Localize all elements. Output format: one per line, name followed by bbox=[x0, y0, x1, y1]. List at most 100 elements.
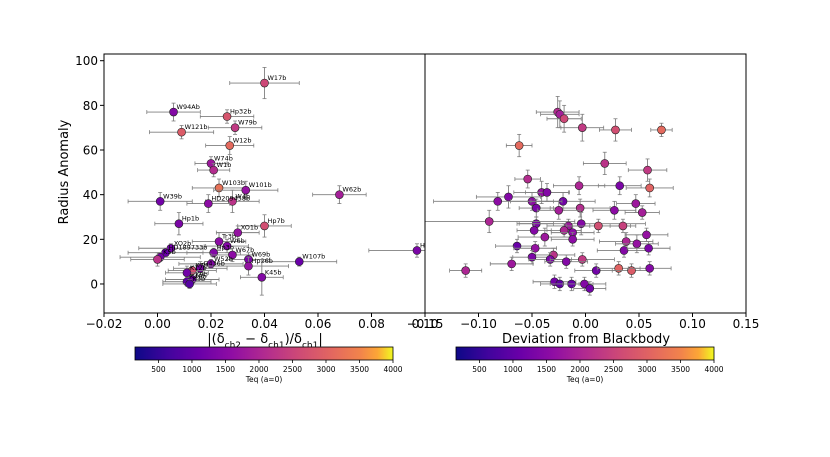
right-marker bbox=[637, 208, 647, 217]
left-marker bbox=[228, 250, 237, 260]
left-xtick-label: 0.08 bbox=[358, 317, 385, 331]
left-marker bbox=[241, 185, 251, 195]
right-axes-frame bbox=[424, 53, 747, 314]
right-marker bbox=[577, 255, 587, 264]
right-data-point bbox=[627, 261, 672, 276]
left-point-label: W6b bbox=[230, 237, 245, 245]
left-point-label: K5b bbox=[163, 248, 176, 256]
left-point-label: W69b bbox=[251, 250, 270, 258]
right-data-point bbox=[536, 200, 581, 220]
left-point-label: Hp1b bbox=[182, 215, 199, 223]
right-marker bbox=[514, 141, 524, 150]
left-colorbar-tick-label: 3000 bbox=[316, 365, 335, 374]
right-colorbar-tick-label: 4000 bbox=[704, 365, 723, 374]
right-data-point bbox=[514, 169, 541, 189]
right-marker bbox=[568, 235, 577, 244]
left-data-point bbox=[130, 252, 185, 267]
right-marker bbox=[610, 205, 619, 215]
left-data-point: W94Ab bbox=[146, 102, 201, 122]
right-xtick-label: −0.10 bbox=[460, 317, 497, 331]
left-point-label: W39b bbox=[163, 192, 182, 200]
left-marker bbox=[244, 261, 253, 271]
left-marker bbox=[222, 112, 232, 121]
right-marker bbox=[559, 114, 569, 124]
right-colorbar-tick-label: 3000 bbox=[637, 365, 656, 374]
right-marker bbox=[644, 243, 653, 253]
left-data-point: HD209458b bbox=[186, 194, 250, 213]
right-marker bbox=[618, 221, 628, 231]
right-data-point bbox=[530, 192, 596, 211]
right-xlabel: Deviation from Blackbody bbox=[502, 332, 670, 347]
right-marker bbox=[559, 226, 569, 235]
right-marker bbox=[574, 181, 584, 191]
left-colorbar-tick-label: 1000 bbox=[182, 365, 201, 374]
right-marker bbox=[585, 284, 595, 293]
right-marker bbox=[542, 188, 552, 197]
left-xtick-label: −0.02 bbox=[86, 317, 123, 331]
right-marker bbox=[576, 219, 586, 228]
left-point-label: XO2b bbox=[174, 239, 191, 247]
right-marker bbox=[540, 232, 550, 242]
right-data-point bbox=[592, 200, 637, 220]
left-marker bbox=[412, 246, 422, 255]
left-marker bbox=[230, 123, 240, 132]
right-data-point bbox=[550, 232, 595, 247]
left-colorbar-tick-label: 2000 bbox=[249, 365, 268, 374]
left-marker bbox=[214, 237, 224, 246]
right-data-point bbox=[626, 241, 671, 256]
left-point-label: K48b bbox=[190, 273, 207, 281]
left-data-point: W12b bbox=[205, 136, 255, 155]
left-colorbar-label: Teq (a=0) bbox=[245, 375, 283, 384]
left-point-label: W107b bbox=[302, 253, 325, 261]
left-marker bbox=[169, 107, 178, 117]
left-point-label: K3b bbox=[193, 275, 206, 283]
left-point-label: HD189733b bbox=[169, 244, 208, 252]
right-data-point bbox=[596, 243, 652, 258]
left-colorbar-tick-label: 1500 bbox=[216, 365, 235, 374]
left-point-label: W17b bbox=[268, 74, 287, 82]
right-marker bbox=[531, 203, 541, 213]
left-data-point: Hp32b bbox=[199, 108, 255, 124]
left-data-point: XO1b bbox=[215, 224, 260, 240]
right-marker bbox=[614, 264, 623, 273]
right-marker bbox=[507, 259, 516, 269]
left-ylabel: Radius Anomaly bbox=[57, 119, 72, 224]
right-marker bbox=[619, 246, 629, 255]
right-marker bbox=[512, 241, 522, 251]
left-data-point: W101b bbox=[213, 180, 279, 200]
left-ytick-label: 60 bbox=[83, 144, 98, 158]
left-xtick-label: 0.06 bbox=[305, 317, 332, 331]
right-marker bbox=[632, 239, 642, 249]
left-point-label: W103b bbox=[222, 179, 245, 187]
right-data-point bbox=[597, 176, 642, 196]
right-colorbar-tick-label: 500 bbox=[472, 365, 487, 374]
right-data-point bbox=[544, 254, 589, 269]
left-point-label: G436b bbox=[203, 259, 225, 267]
right-marker bbox=[600, 159, 610, 168]
right-data-point bbox=[505, 133, 533, 158]
right-marker bbox=[484, 217, 494, 226]
right-marker bbox=[594, 221, 603, 231]
left-marker bbox=[177, 127, 186, 137]
left-marker bbox=[185, 279, 194, 289]
left-data-point: W17b bbox=[229, 66, 300, 100]
right-marker bbox=[657, 125, 666, 135]
right-xtick-label: −0.15 bbox=[407, 317, 444, 331]
right-marker bbox=[591, 266, 601, 275]
left-marker bbox=[153, 255, 162, 264]
right-data-point bbox=[475, 185, 541, 209]
left-data-point: W6b bbox=[205, 237, 249, 254]
right-xtick-label: 0.15 bbox=[733, 317, 760, 331]
left-ytick-label: 40 bbox=[83, 188, 98, 202]
left-data-point: W121b bbox=[149, 123, 215, 140]
right-marker bbox=[577, 123, 587, 132]
right-data-point bbox=[489, 256, 534, 271]
left-point-label: W94Ab bbox=[177, 103, 200, 111]
left-marker bbox=[260, 78, 269, 88]
left-colorbar: Teq (a=0) 500 1000 1500 2000 2500 3000 3500 400… bbox=[134, 346, 403, 384]
left-marker bbox=[225, 141, 235, 150]
left-panel: Radius Anomaly |(δch2 − δch1)/δch1| W17b… bbox=[57, 53, 438, 351]
left-marker bbox=[209, 165, 218, 175]
